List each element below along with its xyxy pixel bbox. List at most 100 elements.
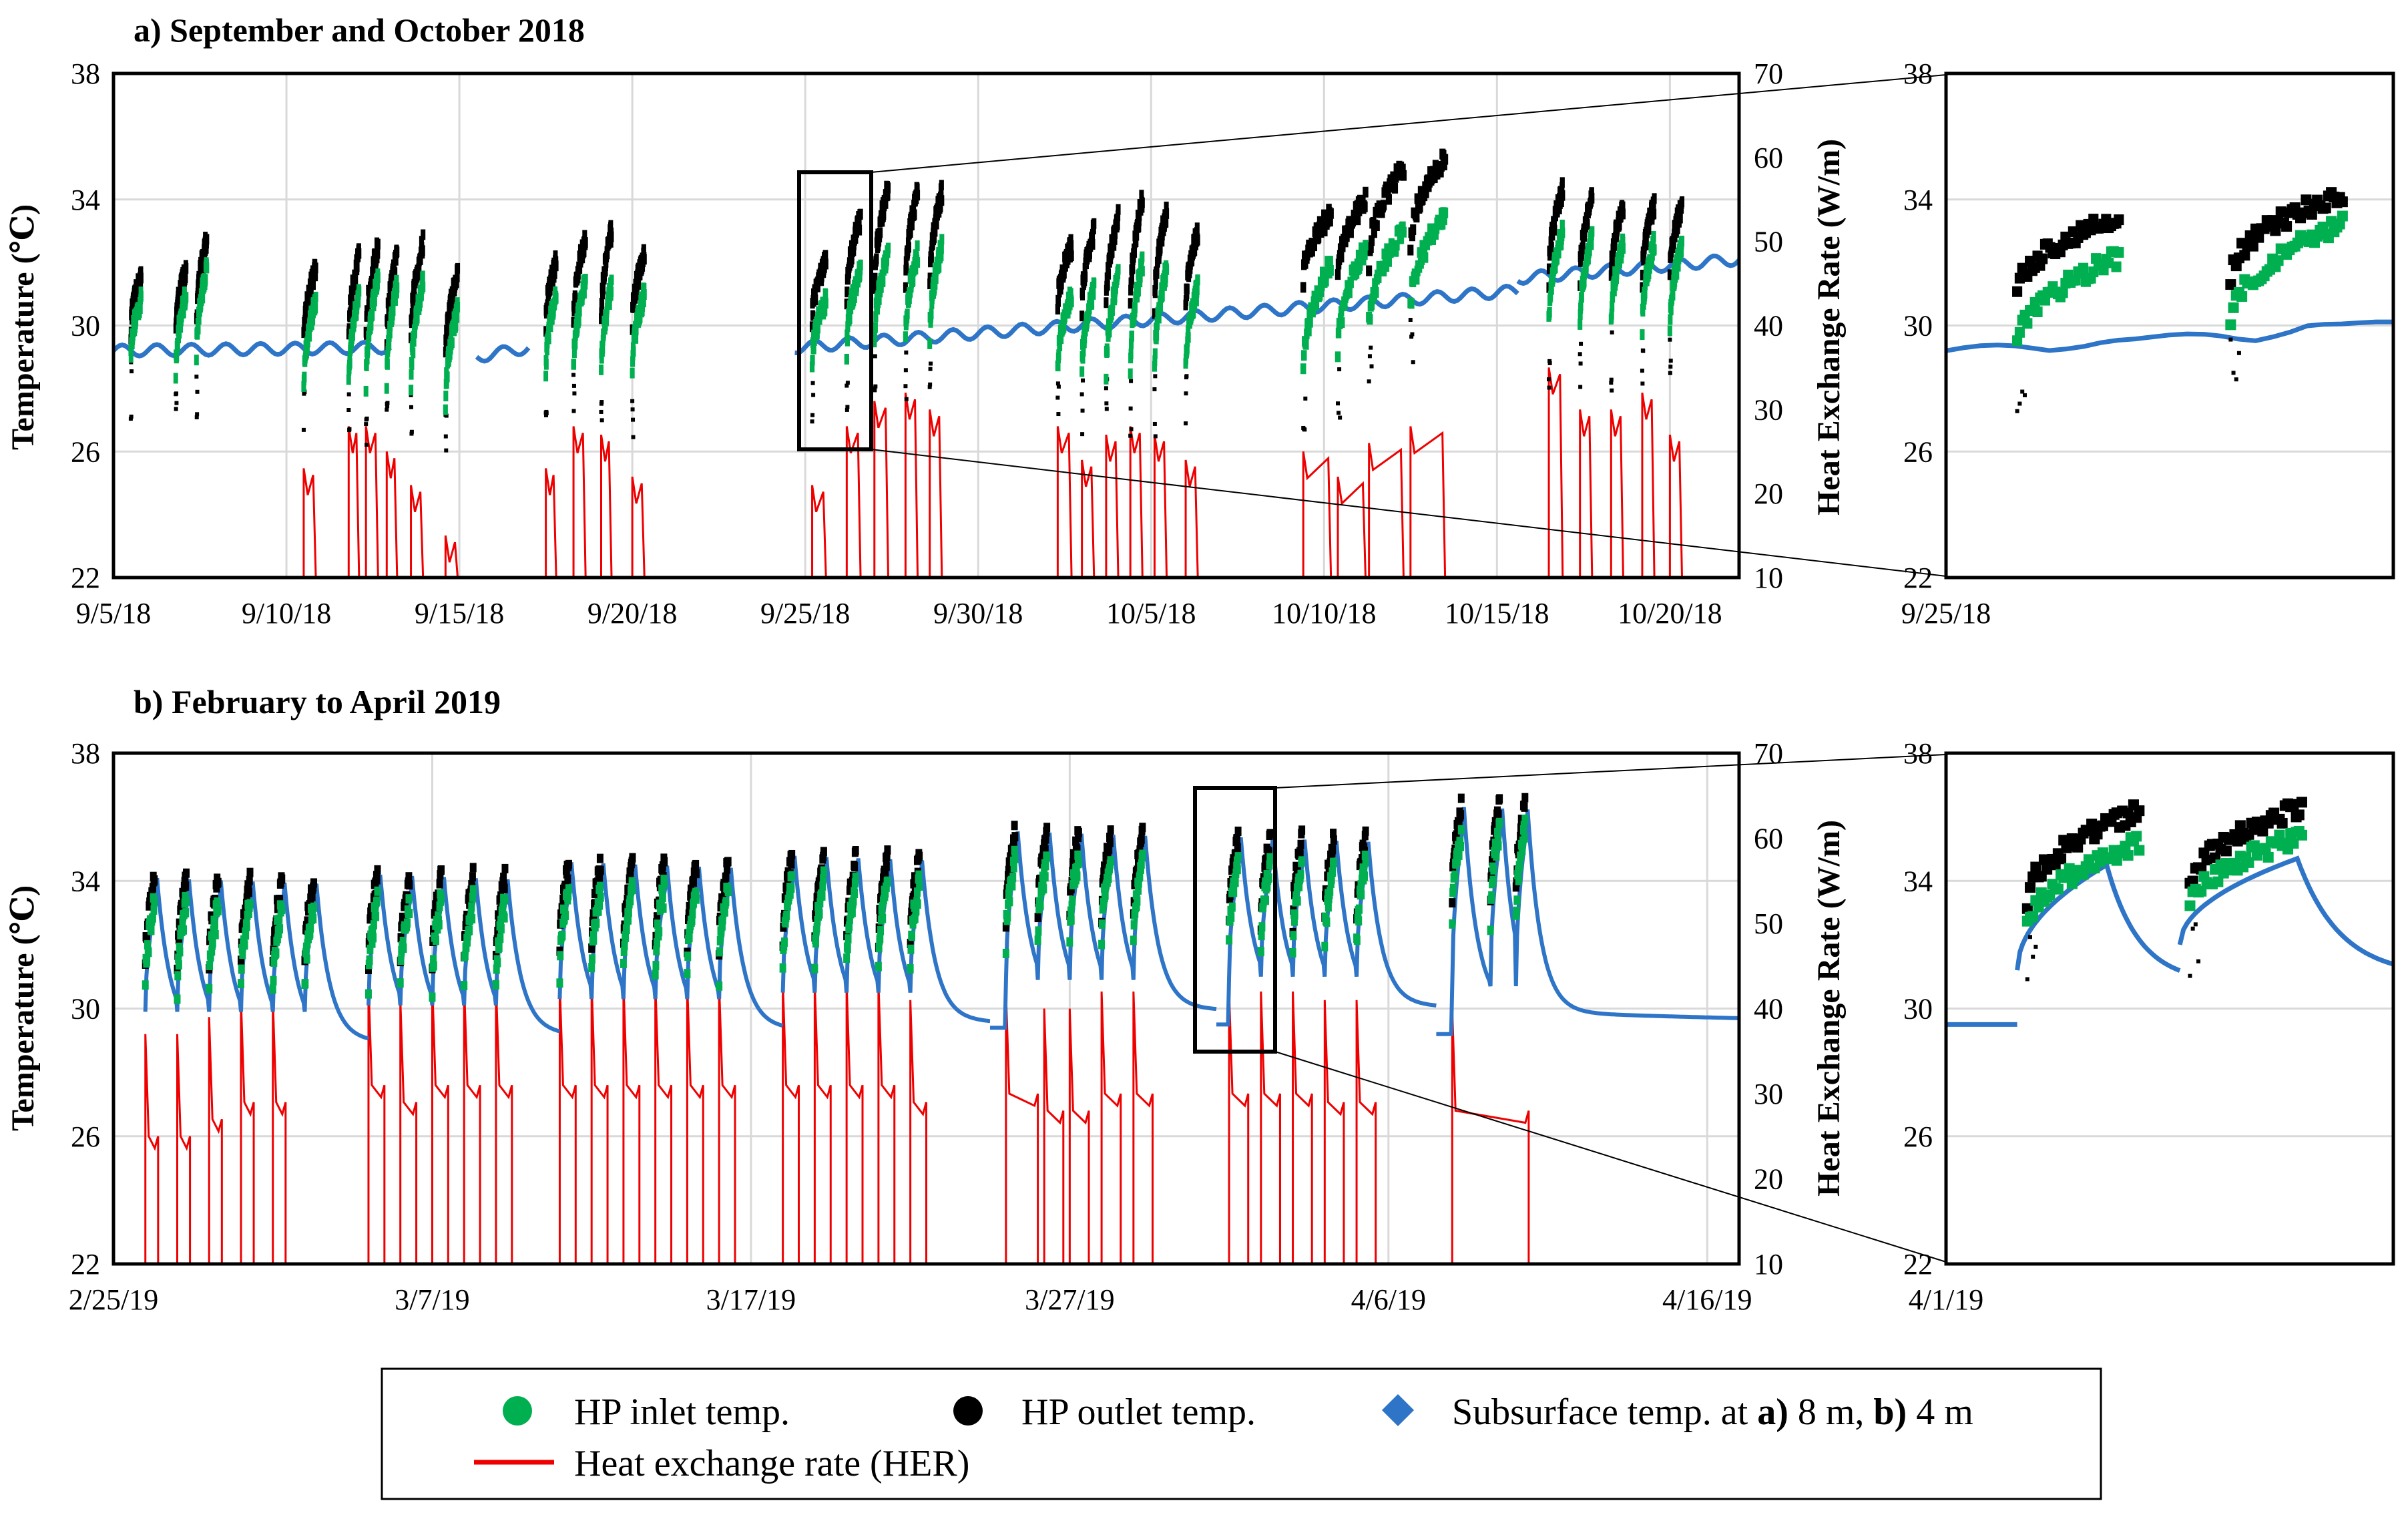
a-main-inlet-point bbox=[933, 278, 938, 290]
a-main-outlet-point bbox=[632, 302, 637, 313]
b-main-outlet-point bbox=[365, 964, 372, 974]
b-main-inlet-point bbox=[692, 894, 700, 904]
b-main-inlet-point bbox=[1069, 869, 1077, 879]
a-main-inlet-point bbox=[1194, 284, 1200, 296]
b-inset-outlet-point bbox=[2193, 922, 2198, 927]
b-main-outlet-point bbox=[722, 872, 730, 882]
b-main-her-spike bbox=[176, 1034, 192, 1264]
b-main-inlet-point bbox=[208, 931, 215, 941]
b-main-y2tick: 30 bbox=[1754, 1078, 1783, 1110]
a-main-outlet-point bbox=[1080, 378, 1085, 383]
b-main-inlet-point bbox=[1067, 906, 1074, 916]
b-main-outlet-point bbox=[308, 891, 316, 901]
b-main-inlet-point bbox=[400, 943, 407, 953]
b-main-her-spike bbox=[272, 1000, 287, 1264]
a-main-inlet-point bbox=[1559, 220, 1565, 231]
b-main-inlet-point bbox=[501, 895, 509, 905]
a-main-inlet-point bbox=[1553, 262, 1558, 274]
a-main-outlet-point bbox=[1194, 222, 1200, 234]
b-main-her-spike bbox=[463, 983, 481, 1264]
b-main-outlet-point bbox=[246, 875, 253, 885]
b-main-her-spike bbox=[909, 1000, 927, 1264]
b-main-inlet-point bbox=[784, 901, 791, 911]
a-main-inlet-point bbox=[1107, 320, 1112, 331]
b-main-inlet-point bbox=[627, 896, 634, 906]
a-main-outlet-point bbox=[1610, 388, 1614, 393]
a-main-inlet-point bbox=[365, 339, 371, 351]
b-main-inlet-point bbox=[1234, 865, 1241, 875]
a-main-her-spike bbox=[572, 426, 587, 578]
a-main-inlet-point bbox=[1549, 284, 1554, 295]
b-main-inlet-point bbox=[724, 886, 732, 896]
a-main-inlet-point bbox=[1393, 246, 1399, 257]
b-main-inlet-point bbox=[275, 929, 282, 939]
b-main-inlet-point bbox=[875, 943, 883, 953]
a-main-outlet-point bbox=[1641, 254, 1646, 266]
a-main-inlet-point bbox=[1128, 338, 1134, 349]
legend-outlet-label: HP outlet temp. bbox=[1021, 1391, 1256, 1433]
a-main-inlet-point bbox=[364, 360, 369, 371]
a-main-outlet-point bbox=[1675, 223, 1680, 234]
b-main-inlet-point bbox=[1257, 947, 1264, 957]
a-main-inlet-point bbox=[1310, 306, 1316, 318]
zoom-line-a-top bbox=[871, 74, 1947, 173]
a-main-outlet-point bbox=[815, 281, 820, 292]
a-main-outlet-point bbox=[873, 354, 877, 359]
a-main-outlet-point bbox=[873, 384, 878, 389]
b-main-outlet-point bbox=[820, 851, 827, 861]
a-main-inlet-point bbox=[875, 304, 881, 315]
a-main-outlet-point bbox=[1059, 278, 1064, 290]
a-main-outlet-point bbox=[1671, 238, 1676, 249]
a-main-outlet-point bbox=[1055, 303, 1060, 314]
a-main-y2tick: 10 bbox=[1754, 562, 1783, 594]
a-main-outlet-point bbox=[810, 413, 815, 417]
a-main-outlet-point bbox=[1087, 248, 1092, 259]
b-main-outlet-point bbox=[243, 893, 250, 903]
b-main-inlet-point bbox=[658, 884, 666, 894]
b-main-inlet-point bbox=[622, 932, 630, 942]
b-main-outlet-point bbox=[278, 874, 286, 884]
a-main-outlet-point bbox=[1369, 345, 1373, 350]
a-main-outlet-point bbox=[1134, 230, 1140, 241]
a-main-inlet-point bbox=[609, 274, 614, 286]
a-main-outlet-point bbox=[1104, 407, 1109, 411]
a-main-xtick: 10/10/18 bbox=[1272, 597, 1376, 630]
a-main-inlet-point bbox=[884, 254, 890, 266]
b-main-inlet-point bbox=[816, 897, 824, 907]
a-main-inlet-point bbox=[873, 322, 878, 333]
a-main-outlet-point bbox=[1578, 385, 1583, 389]
a-main-inlet-point bbox=[1164, 264, 1170, 275]
b-main-outlet-point bbox=[175, 935, 182, 945]
b-main-her-spike bbox=[1043, 1008, 1065, 1264]
b-main-inlet-point bbox=[1004, 912, 1011, 922]
b-inset-outlet-point bbox=[2293, 809, 2305, 821]
b-main-outlet-point bbox=[144, 932, 151, 942]
b-main-inlet-point bbox=[877, 933, 884, 943]
a-main-frame bbox=[111, 71, 1741, 580]
b-main-inlet-point bbox=[1520, 821, 1527, 831]
a-main-inlet-point bbox=[394, 274, 399, 286]
a-main-outlet-point bbox=[1422, 181, 1429, 192]
a-main-inlet-point bbox=[1582, 276, 1587, 288]
b-main-inlet-point bbox=[623, 925, 630, 935]
a-main-inlet-point bbox=[203, 274, 208, 285]
a-main-outlet-point bbox=[1608, 270, 1614, 281]
a-main-inlet-point bbox=[607, 298, 612, 310]
b-main-her-spike bbox=[654, 983, 673, 1264]
b-inset-outlet-point bbox=[2196, 959, 2201, 963]
legend-inlet-label: HP inlet temp. bbox=[574, 1391, 790, 1433]
a-main-outlet-point bbox=[1363, 186, 1369, 198]
b-main-inlet-point bbox=[142, 980, 149, 990]
a-main-inlet-point bbox=[814, 328, 820, 339]
b-main-outlet-point bbox=[246, 867, 254, 877]
b-main-outlet-point bbox=[437, 865, 445, 875]
a-main-outlet-point bbox=[302, 320, 307, 332]
a-main-outlet-point bbox=[582, 230, 587, 241]
a-main-outlet-point bbox=[810, 310, 816, 321]
a-inset-subsurface-line bbox=[1945, 319, 2393, 353]
b-main-inlet-point bbox=[492, 980, 499, 990]
b-main-her-spike bbox=[431, 983, 449, 1264]
a-main-outlet-point bbox=[1153, 374, 1158, 379]
a-main-outlet-point bbox=[1408, 318, 1413, 322]
b-main-inlet-point bbox=[1457, 825, 1465, 835]
